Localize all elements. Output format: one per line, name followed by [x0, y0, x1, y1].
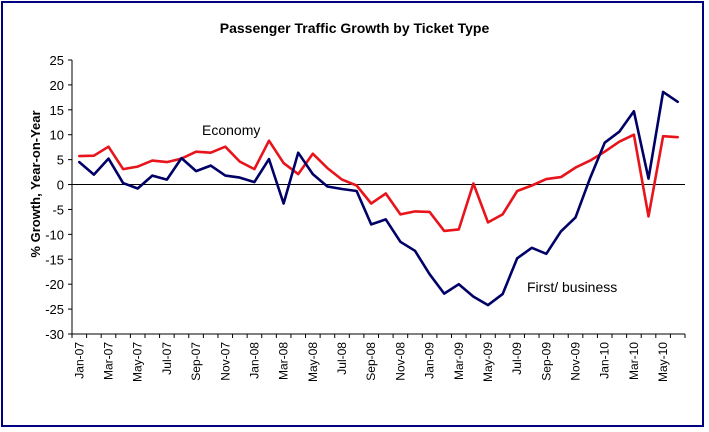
first-business-annotation: First/ business: [527, 279, 617, 295]
x-tick-label: Mar-08: [277, 342, 291, 380]
x-tick-label: Nov-07: [218, 342, 232, 381]
x-tick-label: Mar-10: [627, 342, 641, 380]
x-tick-label: Jan-10: [598, 342, 612, 379]
chart-frame: [1, 1, 704, 427]
x-tick-label: May-08: [306, 342, 320, 382]
y-tick-label: 20: [50, 78, 64, 93]
x-tick-label: Jul-09: [510, 342, 524, 375]
chart-title: Passenger Traffic Growth by Ticket Type: [219, 20, 490, 36]
x-tick-label: Jul-08: [335, 342, 349, 375]
x-tick-label: Jan-08: [247, 342, 261, 379]
x-tick-label: Sep-08: [364, 342, 378, 381]
x-tick-label: Mar-09: [452, 342, 466, 380]
y-tick-label: -20: [45, 277, 64, 292]
y-tick-label: 5: [57, 153, 64, 168]
x-tick-label: Jul-07: [160, 342, 174, 375]
y-tick-label: 10: [50, 128, 64, 143]
y-tick-label: -5: [52, 202, 64, 217]
x-tick-label: Sep-07: [189, 342, 203, 381]
y-tick-label: 15: [50, 103, 64, 118]
y-tick-label: -10: [45, 227, 64, 242]
x-tick-labels: Jan-07 Mar-07 May-07 Jul-07 Sep-07 Nov-07 Jan-…: [72, 342, 670, 382]
series-lines: [78, 90, 680, 307]
y-tick-label: 25: [50, 53, 64, 68]
y-tick-label: -15: [45, 252, 64, 267]
economy-annotation: Economy: [202, 122, 260, 138]
first-business-series-line: [78, 90, 680, 307]
x-tick-label: Nov-08: [393, 342, 407, 381]
x-tick-label: May-09: [481, 342, 495, 382]
x-tick-label: May-07: [131, 342, 145, 382]
x-tick-label: Mar-07: [101, 342, 115, 380]
y-tick-label: 0: [57, 178, 64, 193]
x-tick-label: Jan-07: [72, 342, 86, 379]
x-tick-label: Jan-09: [423, 342, 437, 379]
x-tick-label: Nov-09: [569, 342, 583, 381]
y-tick-label: -30: [45, 327, 64, 342]
x-tick-label: May-10: [656, 342, 670, 382]
economy-series-line: [78, 133, 680, 233]
y-tick-label: -25: [45, 302, 64, 317]
x-tick-label: Sep-09: [539, 342, 553, 381]
axes: [68, 59, 686, 338]
y-tick-labels: 25 20 15 10 5 0 -5 -10 -15 -20 -25 -30: [45, 53, 64, 342]
y-axis-label: % Growth, Year-on-Year: [28, 110, 43, 257]
